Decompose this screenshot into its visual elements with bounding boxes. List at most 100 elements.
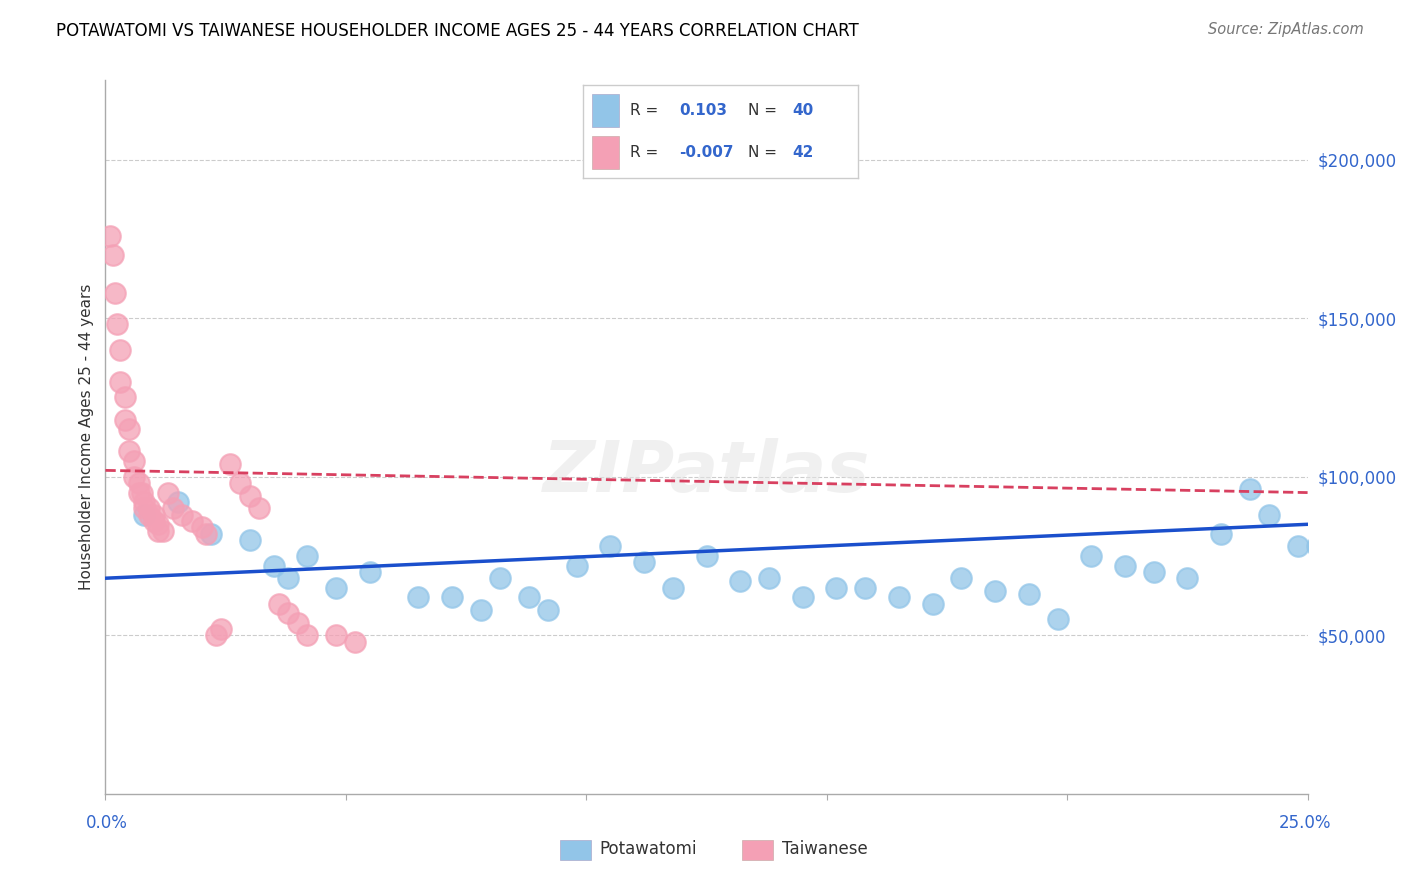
Point [148, 524, 170, 538]
Point [1143, 565, 1166, 579]
Point [114, 391, 136, 405]
Point [728, 574, 751, 589]
Text: 40: 40 [792, 103, 813, 118]
Point [440, 591, 463, 605]
Point [1080, 549, 1102, 563]
Point [1114, 558, 1136, 573]
Text: R =: R = [630, 103, 658, 118]
Point [1018, 587, 1040, 601]
Point [138, 508, 160, 522]
Point [132, 508, 155, 522]
Point [181, 514, 204, 528]
Text: -0.007: -0.007 [679, 145, 734, 160]
Point [124, 454, 146, 468]
Point [1046, 612, 1069, 626]
Point [138, 501, 160, 516]
Point [633, 555, 655, 569]
Point [297, 628, 319, 642]
Point [98, 228, 121, 243]
Point [470, 603, 492, 617]
Point [104, 285, 127, 300]
Point [142, 514, 165, 528]
Point [1239, 483, 1261, 497]
Point [239, 533, 262, 548]
Point [118, 444, 141, 458]
Text: 0.103: 0.103 [679, 103, 727, 118]
Point [1286, 540, 1309, 554]
Point [195, 526, 218, 541]
Point [984, 583, 1007, 598]
Point [205, 628, 228, 642]
Point [166, 495, 188, 509]
Text: 0.0%: 0.0% [86, 814, 128, 831]
FancyBboxPatch shape [592, 136, 619, 169]
Point [108, 343, 131, 357]
Point [118, 422, 141, 436]
Point [1175, 571, 1198, 585]
Point [267, 597, 290, 611]
Text: 42: 42 [792, 145, 813, 160]
Point [172, 508, 194, 522]
Point [152, 524, 174, 538]
Point [131, 485, 153, 500]
Text: Taiwanese: Taiwanese [782, 840, 868, 858]
Point [124, 469, 146, 483]
Point [344, 634, 367, 648]
Point [565, 558, 588, 573]
Point [359, 565, 381, 579]
Text: 25.0%: 25.0% [1278, 814, 1331, 831]
Point [132, 495, 155, 509]
Text: Source: ZipAtlas.com: Source: ZipAtlas.com [1208, 22, 1364, 37]
Point [108, 375, 131, 389]
Text: N =: N = [748, 145, 778, 160]
Point [148, 517, 170, 532]
FancyBboxPatch shape [592, 95, 619, 127]
Text: N =: N = [748, 103, 778, 118]
Point [239, 489, 262, 503]
Point [488, 571, 510, 585]
Y-axis label: Householder Income Ages 25 - 44 years: Householder Income Ages 25 - 44 years [79, 284, 94, 591]
Text: Potawatomi: Potawatomi [599, 840, 696, 858]
Point [128, 476, 150, 491]
Point [101, 248, 124, 262]
Point [921, 597, 943, 611]
Point [209, 622, 232, 636]
Point [325, 628, 347, 642]
Point [107, 318, 129, 332]
Point [950, 571, 973, 585]
Point [406, 591, 429, 605]
Point [229, 476, 252, 491]
Point [853, 581, 876, 595]
Point [287, 615, 309, 630]
Point [247, 501, 270, 516]
Point [200, 526, 222, 541]
Point [114, 412, 136, 426]
Point [190, 520, 212, 534]
Text: POTAWATOMI VS TAIWANESE HOUSEHOLDER INCOME AGES 25 - 44 YEARS CORRELATION CHART: POTAWATOMI VS TAIWANESE HOUSEHOLDER INCO… [56, 22, 859, 40]
Point [599, 540, 621, 554]
Point [156, 485, 179, 500]
Point [662, 581, 685, 595]
Point [297, 549, 319, 563]
Point [537, 603, 560, 617]
Point [696, 549, 718, 563]
Point [142, 508, 165, 522]
Point [277, 606, 299, 620]
Point [219, 457, 242, 471]
Point [128, 485, 150, 500]
Text: R =: R = [630, 145, 658, 160]
Point [263, 558, 285, 573]
Point [1209, 526, 1232, 541]
Point [1306, 540, 1329, 554]
Text: ZIPatlas: ZIPatlas [543, 438, 870, 508]
Point [1258, 508, 1281, 522]
Point [132, 501, 155, 516]
Point [825, 581, 848, 595]
Point [887, 591, 910, 605]
Point [517, 591, 540, 605]
Point [162, 501, 184, 516]
Point [325, 581, 347, 595]
Point [277, 571, 299, 585]
Point [792, 591, 814, 605]
Point [758, 571, 780, 585]
